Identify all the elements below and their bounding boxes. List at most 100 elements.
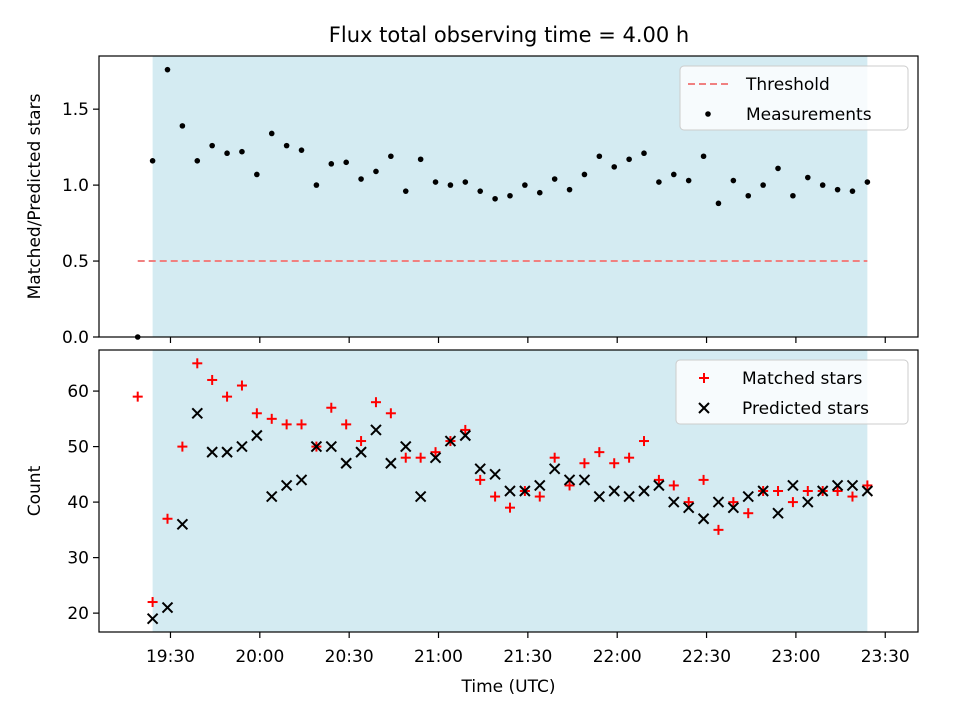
predicted-stars-point	[742, 490, 754, 503]
count-panel: 20 30 40 50 60 19:30 20:00 20:30 21:00 21:30 22:00…	[25, 349, 919, 697]
matched-stars-point	[847, 491, 858, 502]
measurements-point	[417, 156, 424, 163]
x-tick-label: 19:30	[146, 647, 195, 667]
matched-stars-point	[713, 524, 724, 535]
predicted-stars-point-b	[251, 429, 263, 442]
predicted-stars-point-b	[653, 479, 665, 492]
matched-stars-point	[341, 419, 352, 430]
measurements-point	[194, 158, 201, 164]
measurements-point	[760, 182, 766, 188]
measurements-point	[283, 142, 290, 149]
x-tick-label: 22:30	[682, 647, 731, 667]
measurements-point	[864, 179, 871, 185]
matched-stars-point	[162, 513, 173, 524]
measurements-point	[164, 66, 171, 73]
measurements-point	[536, 189, 543, 196]
measurements-point	[522, 182, 528, 188]
legend-label: Predicted stars	[742, 399, 869, 419]
matched-stars-point	[624, 452, 635, 463]
measurements-point	[641, 150, 647, 157]
predicted-stars-point	[802, 496, 814, 508]
measurements-point	[432, 179, 439, 185]
ratio-panel: 0.0 0.5 1.0 1.5 Matched/Predicted stars Thres…	[25, 55, 919, 348]
measurements-point	[298, 147, 305, 153]
predicted-stars-point-b	[504, 485, 516, 497]
matched-stars-point	[504, 502, 515, 513]
measurements-point	[179, 123, 186, 129]
predicted-stars-point	[548, 463, 561, 475]
predicted-stars-point	[325, 440, 338, 453]
predicted-stars-point	[400, 440, 412, 453]
measurements-point	[209, 142, 215, 149]
predicted-stars-point	[831, 479, 844, 492]
matched-stars-point	[192, 358, 203, 369]
predicted-stars-point-b	[623, 490, 635, 503]
legend-label: Matched stars	[742, 369, 862, 389]
matched-stars-point	[743, 508, 754, 519]
measurements-point	[254, 171, 260, 178]
predicted-stars-point	[787, 479, 799, 492]
predicted-stars-point-b	[310, 440, 323, 453]
predicted-stars-point-b	[593, 490, 606, 503]
predicted-stars-point	[519, 485, 531, 497]
x-tick-label: 22:00	[593, 647, 642, 667]
predicted-stars-point	[474, 463, 486, 475]
predicted-stars-point-b	[772, 507, 784, 519]
predicted-stars-point	[340, 457, 352, 469]
measurements-point	[507, 192, 513, 199]
y-tick-label: 1.0	[62, 176, 89, 196]
matched-stars-point	[534, 491, 545, 502]
measurements-point	[313, 182, 320, 188]
predicted-stars-point	[846, 479, 859, 492]
predicted-stars-point	[623, 490, 635, 503]
x-tick-label: 23:00	[771, 647, 820, 667]
y-tick-label: 60	[67, 382, 89, 402]
matched-stars-point	[251, 408, 262, 419]
predicted-stars-point-b	[414, 490, 427, 503]
predicted-stars-point-b	[638, 485, 650, 497]
predicted-stars-point	[266, 490, 278, 503]
predicted-stars-point	[578, 474, 591, 486]
predicted-stars-point	[682, 501, 695, 514]
x-tick-label: 20:00	[235, 647, 284, 667]
x-tick-label: 20:30	[325, 647, 374, 667]
predicted-stars-point	[280, 479, 293, 492]
predicted-stars-point-b	[727, 501, 740, 514]
predicted-stars-point-b	[682, 501, 695, 514]
legend-box	[679, 65, 909, 131]
measurements-point	[149, 158, 156, 164]
predicted-stars-point-b	[266, 490, 278, 503]
measurements-point	[343, 159, 349, 166]
predicted-stars-point	[221, 446, 233, 458]
matched-stars-point	[832, 486, 843, 496]
predicted-stars-point	[251, 429, 263, 442]
matched-stars-point	[698, 474, 709, 485]
predicted-stars-point-b	[236, 440, 248, 453]
measurements-point	[849, 188, 856, 194]
matched-stars-point	[326, 402, 337, 413]
measurements-point	[656, 179, 662, 185]
predicted-stars-point	[712, 496, 725, 508]
measurements-point	[715, 200, 722, 207]
predicted-stars-point-b	[861, 485, 874, 497]
predicted-stars-point-b	[280, 479, 293, 492]
predicted-stars-point	[861, 485, 874, 497]
x-tick-label: 23:30	[861, 647, 910, 667]
y-tick-label: 0.0	[62, 328, 89, 348]
matched-stars-point	[579, 458, 590, 469]
measurements-point	[224, 150, 230, 157]
matched-stars-point	[236, 380, 247, 391]
matched-stars-point	[594, 447, 605, 458]
predicted-stars-point-b	[563, 474, 576, 486]
predicted-stars-point	[772, 507, 784, 519]
matched-stars-point	[460, 424, 471, 435]
predicted-stars-point	[444, 435, 457, 447]
measurements-point	[551, 176, 558, 182]
predicted-stars-point	[355, 446, 367, 458]
matched-stars-point	[653, 474, 664, 485]
predicted-stars-point	[385, 457, 397, 469]
matched-stars-point	[787, 497, 798, 508]
predicted-stars-point-b	[846, 479, 859, 492]
matched-stars-point	[385, 408, 396, 419]
